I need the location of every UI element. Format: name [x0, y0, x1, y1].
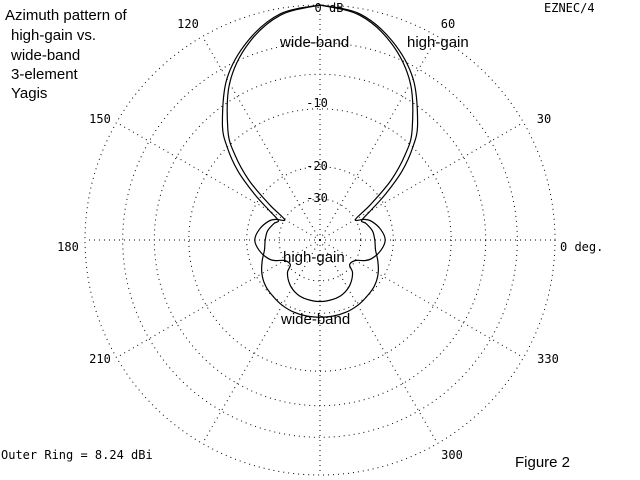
grid-spoke — [202, 239, 321, 444]
trace-high-gain — [226, 4, 414, 303]
grid-spokes — [85, 5, 555, 475]
grid-ring — [246, 166, 394, 314]
grid-ring — [122, 42, 518, 438]
grid-spoke — [116, 239, 321, 358]
outer-ring-readout: Outer Ring = 8.24 dBi — [1, 448, 153, 462]
grid-spoke — [116, 122, 321, 241]
grid-spoke — [202, 36, 321, 241]
grid-spoke — [319, 36, 438, 241]
grid-spoke — [319, 239, 524, 358]
title-line-3: wide-band — [10, 47, 80, 64]
ring-label-minus10: -10 — [306, 96, 328, 110]
grid-ring — [84, 4, 556, 476]
pattern-traces — [221, 4, 419, 318]
trace-wide-band — [221, 4, 419, 318]
angle-label-120: 120 — [177, 17, 199, 31]
title-line-5: Yagis — [11, 85, 47, 102]
annotation-wide-band-main: wide-band — [279, 34, 349, 51]
angle-label-60: 60 — [441, 17, 455, 31]
title-line-2: high-gain vs. — [11, 27, 96, 44]
annotation-high-gain-rear: high-gain — [283, 249, 345, 266]
grid-ring — [188, 108, 452, 372]
grid-spoke — [319, 239, 438, 444]
angle-label-0: 0 deg. — [560, 240, 603, 254]
angle-label-300: 300 — [441, 448, 463, 462]
program-label: EZNEC/4 — [544, 1, 595, 15]
angle-label-180: 180 — [57, 240, 79, 254]
ring-label-0db: 0 dB — [315, 1, 344, 15]
angle-label-330: 330 — [537, 352, 559, 366]
title-line-1: Azimuth pattern of — [5, 7, 128, 24]
ring-label-minus30: -30 — [306, 191, 328, 205]
figure-label: Figure 2 — [515, 454, 570, 471]
title-line-4: 3-element — [11, 66, 79, 83]
annotation-high-gain-main: high-gain — [407, 34, 469, 51]
angle-label-30: 30 — [537, 112, 551, 126]
grid-spoke — [319, 122, 524, 241]
annotation-wide-band-rear: wide-band — [280, 311, 350, 328]
angle-label-150: 150 — [89, 112, 111, 126]
ring-label-minus20: -20 — [306, 159, 328, 173]
angle-label-210: 210 — [89, 352, 111, 366]
